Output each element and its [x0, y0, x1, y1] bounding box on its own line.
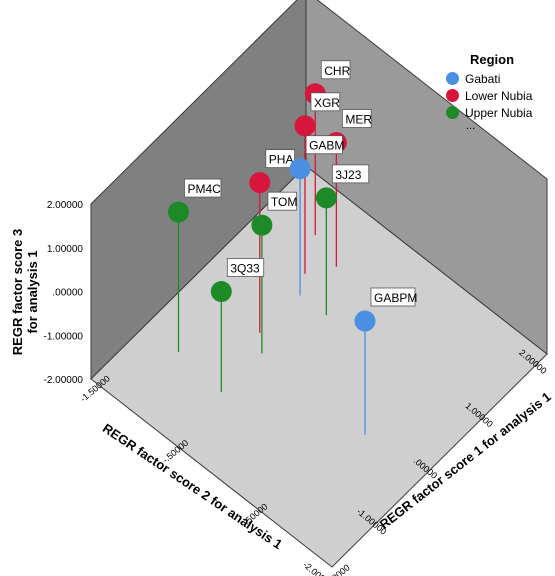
data-point [251, 214, 273, 236]
svg-text:for analysis 1: for analysis 1 [25, 250, 40, 333]
svg-text:PM4C: PM4C [187, 182, 221, 196]
data-point [294, 115, 316, 137]
svg-text:XGR: XGR [314, 96, 340, 110]
data-point [354, 310, 376, 332]
y-tick-label: 2.00000 [47, 200, 84, 211]
data-point [210, 281, 232, 303]
y-axis-title: REGR factor score 3 for analysis 1 [10, 229, 40, 355]
point-label: GABPM [370, 287, 417, 307]
svg-text:TOM: TOM [271, 195, 297, 209]
point-label: PHA [265, 149, 295, 169]
legend-swatch [446, 89, 459, 102]
chart-walls [90, 0, 548, 568]
point-label: XGR [310, 92, 340, 112]
svg-text:GABM: GABM [309, 139, 344, 153]
point-label: PM4C [184, 178, 222, 198]
svg-text:GABPM: GABPM [374, 291, 417, 305]
y-tick-label: -1.00000 [44, 331, 84, 342]
y-tick-label: .00000 [52, 288, 83, 299]
svg-text:REGR factor score 3: REGR factor score 3 [10, 229, 25, 355]
svg-text:3J23: 3J23 [335, 168, 361, 182]
point-label: 3Q33 [226, 258, 265, 277]
point-label: 3J23 [331, 164, 370, 184]
y-tick-label: -2.00000 [44, 375, 84, 386]
point-label: GABM [305, 135, 344, 155]
svg-text:3Q33: 3Q33 [230, 262, 260, 276]
svg-text:MER: MER [345, 113, 372, 127]
svg-text:PHA: PHA [269, 153, 294, 167]
drop-lines [177, 93, 366, 435]
point-label: TOM [267, 191, 297, 211]
legend-label: Lower Nubia [465, 88, 533, 103]
legend-swatch [446, 72, 459, 85]
floor-plane [90, 165, 548, 568]
legend-label: Upper Nubia [465, 105, 533, 120]
data-point [289, 158, 311, 180]
data-point [249, 172, 271, 194]
data-point [167, 201, 189, 223]
legend-label: Gabati [465, 71, 501, 86]
svg-text:CHR: CHR [324, 64, 350, 78]
legend-item: Gabati [438, 70, 532, 87]
chart-legend: Region Gabati Lower Nubia Upper Nubia ... [438, 52, 532, 132]
y-tick-label: 1.00000 [47, 244, 84, 255]
legend-item: Lower Nubia [438, 87, 532, 104]
point-label: CHR [320, 60, 351, 80]
data-point [315, 187, 337, 209]
point-label: MER [341, 109, 372, 128]
legend-title: Region [470, 52, 515, 67]
legend-swatch [446, 106, 459, 119]
legend-more: ... [466, 120, 476, 132]
legend-item: Upper Nubia [438, 104, 532, 121]
data-markers: CHR XGR MER PHA GABM GABPM 3J23 TOM PM4C 3Q33 [167, 60, 417, 332]
